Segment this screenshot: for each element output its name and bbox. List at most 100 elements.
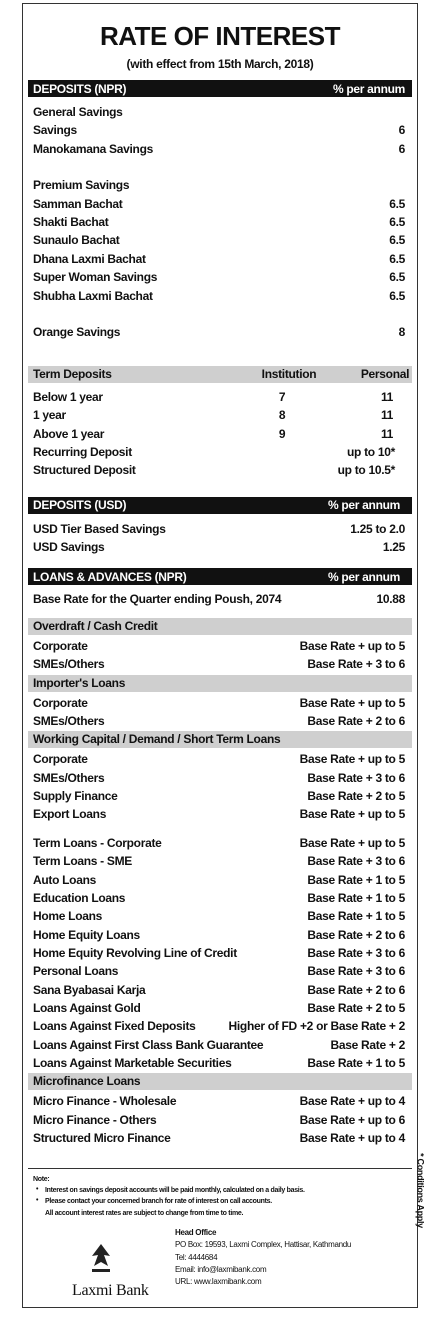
row-value: 9	[278, 426, 286, 441]
row-label: SMEs/Others	[33, 714, 105, 729]
row-label: Structured Micro Finance	[33, 1131, 171, 1146]
row-value: 8	[278, 408, 286, 423]
row-label: Supply Finance	[33, 789, 118, 804]
group-header	[28, 1073, 412, 1091]
header-label: Term Deposits	[33, 367, 112, 381]
header-label: % per annum	[327, 570, 400, 584]
row-label: Term Loans - Corporate	[33, 835, 162, 850]
row-label: USD Savings	[33, 540, 105, 555]
row-label: Loans Against Marketable Securities	[33, 1056, 232, 1070]
row-value: Base Rate + up to 5	[299, 835, 406, 850]
section-header	[28, 497, 412, 514]
group-header	[28, 731, 412, 749]
group-title: Overdraft / Cash Credit	[33, 619, 158, 633]
row-value: 8	[398, 325, 406, 340]
row-label: Shubha Laxmi Bachat	[33, 288, 153, 303]
row-label: SMEs/Others	[33, 657, 105, 672]
row-value: 11	[380, 426, 394, 441]
row-label: Recurring Deposit	[33, 445, 132, 460]
row-value: Base Rate + 2	[330, 1037, 406, 1052]
row-value: 6	[398, 123, 406, 138]
row-value: Base Rate + 1 to 5	[307, 890, 405, 905]
row-label: Sunaulo Bachat	[33, 233, 120, 248]
group-header	[28, 618, 412, 635]
group-title: Working Capital / Demand / Short Term Lo…	[33, 732, 281, 747]
row-label: Home Equity Revolving Line of Credit	[33, 945, 237, 960]
row-value: Base Rate + 3 to 6	[307, 854, 405, 869]
row-value: 6.5	[389, 215, 405, 230]
row-label: Corporate	[33, 752, 88, 767]
group-title: Orange Savings	[33, 325, 121, 340]
row-label: Manokamana Savings	[33, 141, 153, 156]
row-label: Micro Finance - Wholesale	[33, 1094, 177, 1109]
head-office-line: Email: info@laxmibank.com	[175, 1264, 267, 1274]
row-label: Corporate	[33, 639, 88, 653]
row-label: Home Loans	[33, 909, 103, 924]
header-label: % per annum	[332, 82, 405, 96]
row-value: Base Rate + 1 to 5	[307, 1056, 405, 1070]
frame	[22, 3, 418, 1308]
row-value: Base Rate + 2 to 5	[307, 789, 405, 804]
row-value: Base Rate + up to 4	[299, 1131, 406, 1146]
header-label: Personal	[360, 367, 410, 381]
group-title: General Savings	[33, 105, 123, 119]
bullet: •	[36, 1197, 39, 1204]
row-label: Dhana Laxmi Bachat	[33, 251, 146, 266]
row-label: 1 year	[33, 408, 66, 423]
row-value: Base Rate + 3 to 6	[307, 945, 405, 960]
row-label: Export Loans	[33, 807, 107, 822]
row-value: Base Rate + 3 to 6	[307, 964, 405, 979]
conditions: * Conditions Apply	[415, 1152, 426, 1228]
row-label: Structured Deposit	[33, 463, 136, 478]
row-label: USD Tier Based Savings	[33, 522, 166, 536]
row-value: 11	[380, 408, 394, 423]
row-value: Base Rate + up to 6	[299, 1112, 406, 1127]
row-label: Samman Bachat	[33, 196, 123, 211]
row-value: up to 10*	[347, 445, 395, 460]
row-value: Base Rate + up to 5	[299, 752, 406, 767]
row-label: SMEs/Others	[33, 770, 105, 785]
head-office-line: PO Box: 19593, Laxmi Complex, Hattisar, …	[175, 1240, 352, 1250]
subtitle: (with effect from 15th March, 2018)	[126, 57, 314, 71]
row-value: Base Rate + 2 to 6	[307, 982, 405, 997]
row-value: 6.5	[389, 233, 405, 248]
row-label: Auto Loans	[33, 872, 96, 887]
row-label: Term Loans - SME	[33, 854, 132, 869]
row-label: Shakti Bachat	[33, 215, 109, 230]
row-label: Home Equity Loans	[33, 927, 140, 942]
row-value: 1.25	[382, 540, 405, 555]
row-value: 10.88	[376, 592, 405, 606]
row-value: 6.5	[389, 270, 405, 285]
section-header	[28, 366, 412, 383]
row-label: Personal Loans	[33, 964, 119, 979]
head-office-line: Tel: 4444684	[175, 1252, 218, 1262]
row-value: up to 10.5*	[337, 463, 396, 478]
row-value: 6.5	[389, 251, 405, 266]
header-label: Institution	[261, 367, 317, 381]
row-label: Loans Against Fixed Deposits	[33, 1019, 196, 1034]
row-value: Base Rate + 3 to 6	[307, 657, 405, 672]
row-value: 6.5	[389, 288, 405, 303]
row-label: Below 1 year	[33, 390, 103, 404]
row-value: Base Rate + up to 5	[299, 639, 406, 653]
head-office-line: URL: www.laxmibank.com	[175, 1277, 262, 1287]
section-header	[28, 568, 412, 585]
section-header	[28, 80, 412, 97]
note-item: Please contact your concerned branch for…	[45, 1197, 272, 1205]
row-value: Base Rate + up to 4	[299, 1094, 406, 1109]
header-label: DEPOSITS (NPR)	[33, 82, 127, 96]
row-label: Education Loans	[33, 890, 126, 905]
row-label: Base Rate for the Quarter ending Poush, …	[33, 592, 282, 606]
note-footer: All account interest rates are subject t…	[45, 1209, 244, 1217]
bullet: •	[36, 1186, 39, 1193]
group-title: Microfinance Loans	[33, 1074, 141, 1089]
bank-logo	[92, 1244, 110, 1272]
header-label: DEPOSITS (USD)	[33, 498, 127, 512]
row-value: Base Rate + 2 to 5	[307, 1000, 405, 1015]
header-label: LOANS & ADVANCES (NPR)	[33, 570, 187, 584]
group-title: Premium Savings	[33, 178, 130, 193]
row-label: Micro Finance - Others	[33, 1112, 157, 1127]
row-label: Loans Against First Class Bank Guarantee	[33, 1037, 264, 1052]
divider	[28, 1168, 412, 1169]
row-value: Base Rate + 1 to 5	[307, 872, 405, 887]
